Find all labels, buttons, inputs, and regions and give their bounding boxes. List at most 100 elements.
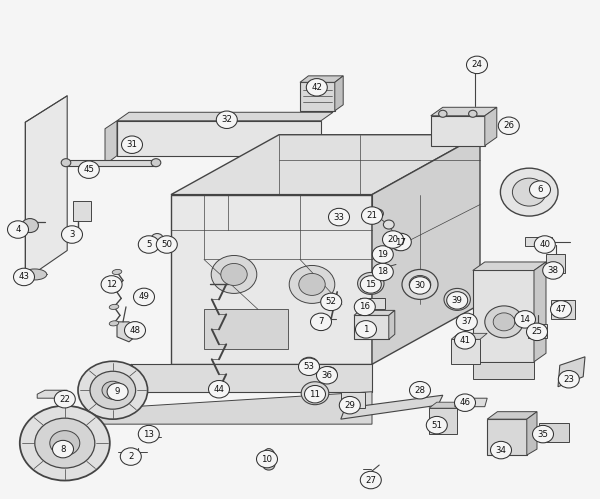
Text: 12: 12 [106, 280, 117, 289]
Polygon shape [73, 201, 91, 221]
Text: 16: 16 [359, 302, 370, 311]
Circle shape [372, 263, 394, 280]
Polygon shape [431, 107, 497, 116]
Text: 44: 44 [214, 385, 224, 394]
Polygon shape [429, 402, 465, 408]
Circle shape [62, 226, 83, 244]
Polygon shape [300, 76, 343, 82]
Circle shape [22, 219, 38, 233]
Text: 42: 42 [311, 83, 322, 92]
Text: 29: 29 [344, 401, 355, 410]
Polygon shape [473, 270, 534, 362]
Ellipse shape [262, 449, 275, 468]
Text: 46: 46 [460, 398, 470, 407]
Text: 45: 45 [83, 165, 94, 174]
Text: 40: 40 [539, 240, 550, 249]
Polygon shape [451, 339, 480, 364]
Circle shape [409, 381, 431, 399]
Text: 11: 11 [310, 390, 320, 399]
Circle shape [394, 241, 404, 250]
Text: 32: 32 [221, 115, 232, 124]
Polygon shape [25, 96, 67, 279]
Circle shape [377, 265, 389, 275]
Text: 19: 19 [377, 250, 388, 259]
Circle shape [360, 275, 382, 293]
Polygon shape [341, 395, 443, 419]
Circle shape [444, 288, 470, 310]
Polygon shape [451, 333, 487, 339]
Circle shape [415, 280, 425, 288]
Ellipse shape [109, 321, 119, 326]
Text: 36: 36 [322, 371, 332, 380]
Circle shape [373, 209, 383, 218]
Circle shape [390, 233, 400, 241]
Text: 13: 13 [143, 430, 154, 439]
Text: 37: 37 [461, 317, 472, 326]
Circle shape [361, 207, 383, 225]
Bar [365, 212, 379, 220]
Polygon shape [354, 310, 395, 315]
Polygon shape [534, 262, 546, 362]
Polygon shape [372, 135, 480, 364]
Circle shape [354, 298, 376, 316]
Circle shape [455, 331, 476, 349]
Circle shape [311, 313, 331, 331]
Text: 8: 8 [60, 445, 66, 454]
Text: 26: 26 [503, 121, 514, 130]
Circle shape [78, 161, 100, 179]
Text: 2: 2 [128, 452, 134, 461]
Circle shape [304, 361, 314, 369]
Circle shape [211, 255, 257, 293]
Polygon shape [66, 160, 156, 166]
Text: 41: 41 [460, 336, 470, 345]
Circle shape [446, 291, 468, 309]
Text: 35: 35 [538, 430, 548, 439]
Polygon shape [525, 237, 552, 246]
Circle shape [217, 111, 238, 129]
Polygon shape [117, 121, 321, 156]
Circle shape [139, 236, 160, 253]
Circle shape [372, 246, 394, 263]
Polygon shape [455, 398, 487, 407]
Text: 39: 39 [452, 296, 463, 305]
Circle shape [151, 159, 161, 167]
Circle shape [360, 471, 382, 489]
Circle shape [467, 56, 487, 74]
Text: 4: 4 [15, 225, 21, 234]
Polygon shape [93, 364, 132, 409]
Circle shape [391, 234, 412, 251]
Circle shape [469, 110, 477, 117]
Text: 53: 53 [304, 362, 314, 371]
Ellipse shape [109, 304, 119, 309]
Polygon shape [171, 195, 372, 364]
Text: 7: 7 [318, 317, 324, 326]
Circle shape [535, 236, 556, 253]
Circle shape [107, 383, 128, 400]
Circle shape [148, 434, 155, 440]
Text: 3: 3 [69, 230, 75, 239]
Circle shape [299, 358, 320, 375]
Circle shape [20, 406, 110, 481]
Circle shape [50, 431, 80, 456]
Polygon shape [527, 412, 537, 455]
Polygon shape [487, 419, 527, 455]
Circle shape [209, 380, 229, 398]
Circle shape [54, 390, 76, 408]
Circle shape [317, 366, 337, 384]
Circle shape [383, 231, 404, 249]
Text: 33: 33 [334, 213, 344, 222]
Circle shape [102, 381, 124, 399]
Circle shape [426, 416, 448, 434]
Polygon shape [551, 300, 575, 319]
Text: 30: 30 [415, 281, 425, 290]
Circle shape [299, 357, 319, 373]
Text: 38: 38 [548, 266, 559, 275]
Text: 52: 52 [326, 297, 337, 306]
Text: 14: 14 [520, 315, 530, 324]
Circle shape [61, 159, 71, 167]
Text: 10: 10 [262, 455, 272, 464]
Polygon shape [431, 116, 485, 146]
Circle shape [451, 294, 463, 304]
Text: 21: 21 [367, 211, 377, 220]
Text: 23: 23 [563, 375, 574, 384]
